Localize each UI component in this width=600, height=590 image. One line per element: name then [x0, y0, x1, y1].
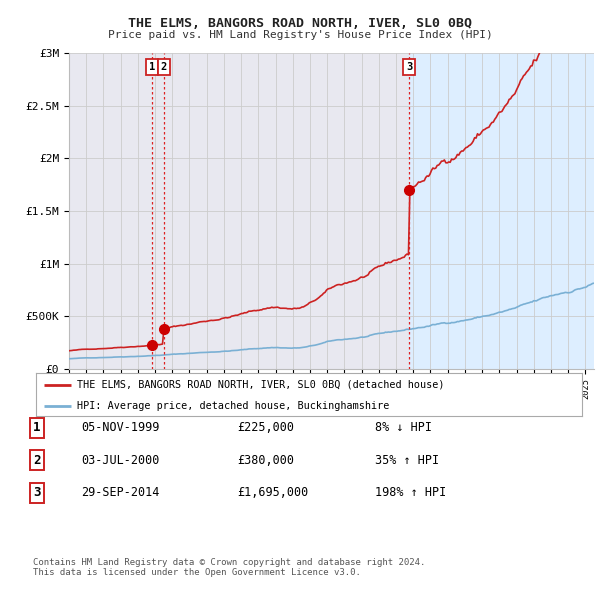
Text: Contains HM Land Registry data © Crown copyright and database right 2024.
This d: Contains HM Land Registry data © Crown c…	[33, 558, 425, 577]
Text: 198% ↑ HPI: 198% ↑ HPI	[375, 486, 446, 499]
Text: £380,000: £380,000	[237, 454, 294, 467]
Text: 05-NOV-1999: 05-NOV-1999	[81, 421, 160, 434]
Text: 3: 3	[33, 486, 41, 499]
Text: 3: 3	[406, 63, 412, 73]
Text: 03-JUL-2000: 03-JUL-2000	[81, 454, 160, 467]
Text: HPI: Average price, detached house, Buckinghamshire: HPI: Average price, detached house, Buck…	[77, 401, 389, 411]
Text: 8% ↓ HPI: 8% ↓ HPI	[375, 421, 432, 434]
Text: £1,695,000: £1,695,000	[237, 486, 308, 499]
Text: 1: 1	[149, 63, 155, 73]
Text: 1: 1	[33, 421, 41, 434]
Text: 29-SEP-2014: 29-SEP-2014	[81, 486, 160, 499]
Text: 2: 2	[33, 454, 41, 467]
Text: 35% ↑ HPI: 35% ↑ HPI	[375, 454, 439, 467]
Text: 2: 2	[161, 63, 167, 73]
Text: £225,000: £225,000	[237, 421, 294, 434]
Text: Price paid vs. HM Land Registry's House Price Index (HPI): Price paid vs. HM Land Registry's House …	[107, 30, 493, 40]
Text: THE ELMS, BANGORS ROAD NORTH, IVER, SL0 0BQ (detached house): THE ELMS, BANGORS ROAD NORTH, IVER, SL0 …	[77, 380, 445, 390]
Text: THE ELMS, BANGORS ROAD NORTH, IVER, SL0 0BQ: THE ELMS, BANGORS ROAD NORTH, IVER, SL0 …	[128, 17, 472, 30]
Bar	[409, 53, 594, 369]
